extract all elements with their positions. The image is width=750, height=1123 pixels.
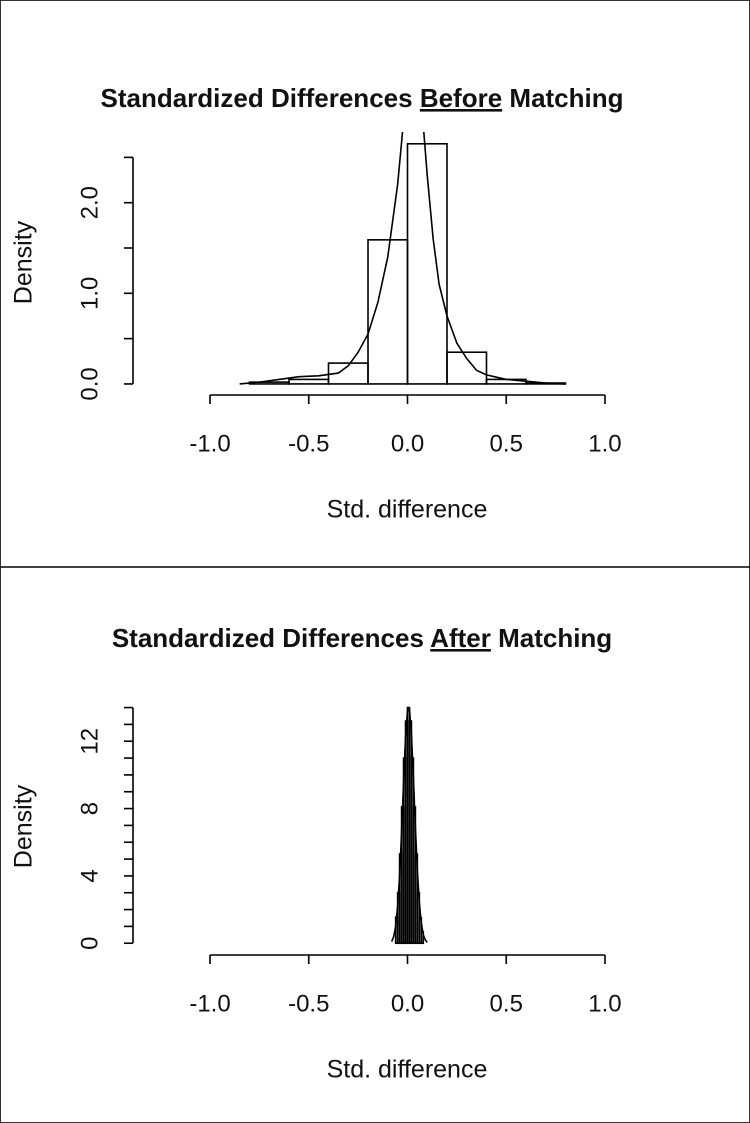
title-part: Matching xyxy=(509,83,623,113)
x-tick-label: -1.0 xyxy=(189,430,230,457)
x-tick-label: 0.0 xyxy=(391,990,424,1017)
x-tick-label: 0.5 xyxy=(490,990,523,1017)
y-tick-label: 0.0 xyxy=(76,367,103,400)
x-tick-label: -0.5 xyxy=(288,430,329,457)
y-axis-label: Density xyxy=(10,784,38,868)
density-curve xyxy=(239,132,566,385)
plot-area xyxy=(239,132,567,385)
x-tick-label: -0.5 xyxy=(288,990,329,1017)
density-curve xyxy=(390,707,428,943)
title-part: Before xyxy=(420,83,502,113)
y-tick-label: 1.0 xyxy=(76,277,103,310)
title-part: After xyxy=(430,623,491,653)
title-part: Standardized Differences xyxy=(112,623,424,653)
y-tick-label: 8 xyxy=(76,802,103,815)
x-tick-label: 1.0 xyxy=(588,990,621,1017)
title-part: Matching xyxy=(498,623,612,653)
y-tick-label: 12 xyxy=(76,728,103,755)
x-axis-label: Std. difference xyxy=(327,496,488,524)
y-tick-label: 2.0 xyxy=(76,186,103,219)
x-tick-label: 1.0 xyxy=(588,430,621,457)
y-tick-label: 0 xyxy=(76,937,103,950)
chart-title: Standardized Differences Before Matching xyxy=(100,83,623,113)
y-axis-label: Density xyxy=(10,220,38,304)
histogram-bar xyxy=(406,142,448,385)
title-part: Standardized Differences xyxy=(100,83,412,113)
plot-area xyxy=(390,706,428,945)
x-tick-label: 0.0 xyxy=(391,430,424,457)
x-tick-label: -1.0 xyxy=(189,990,230,1017)
y-tick-label: 4 xyxy=(76,869,103,882)
x-tick-label: 0.5 xyxy=(490,430,523,457)
histogram-bar xyxy=(446,351,488,385)
chart-title: Standardized Differences After Matching xyxy=(112,623,612,653)
x-axis-label: Std. difference xyxy=(327,1056,488,1084)
